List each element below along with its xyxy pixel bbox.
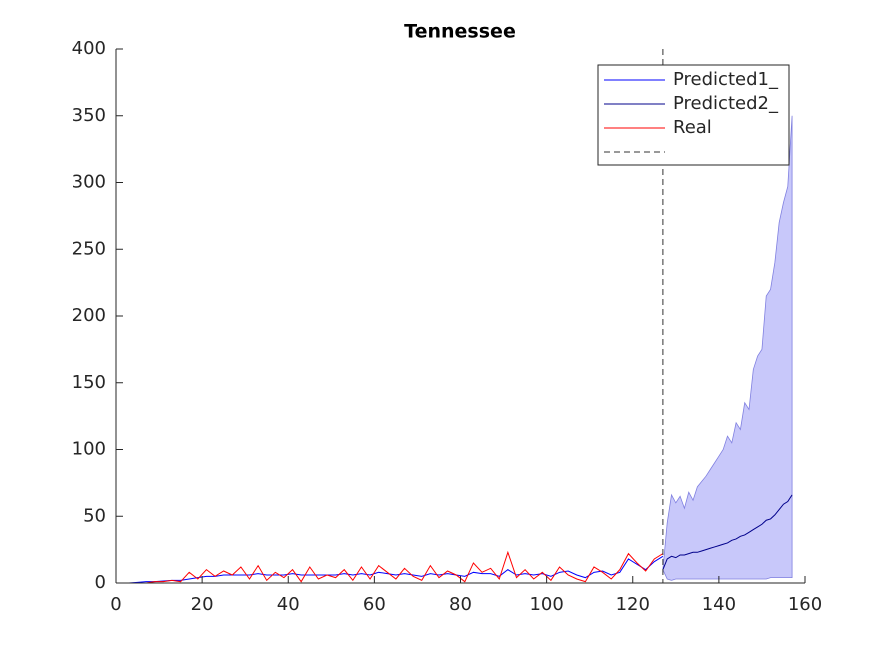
y-tick-label: 50 <box>83 505 106 526</box>
x-tick-label: 140 <box>702 594 736 615</box>
y-tick-label: 150 <box>72 372 106 393</box>
y-tick-label: 0 <box>95 572 106 593</box>
y-tick-label: 250 <box>72 238 106 259</box>
legend-box <box>597 64 790 166</box>
x-tick-label: 0 <box>110 594 121 615</box>
y-tick-label: 200 <box>72 305 106 326</box>
x-tick-label: 100 <box>529 594 563 615</box>
legend-label: Predicted2_ <box>673 93 779 114</box>
line <box>662 494 793 570</box>
line <box>120 555 664 584</box>
x-tick-label: 120 <box>616 594 650 615</box>
chart-title: Tennessee <box>404 21 516 43</box>
x-tick-label: 20 <box>191 594 214 615</box>
confidence-band <box>662 115 793 581</box>
y-tick-label: 300 <box>72 172 106 193</box>
legend-label: Real <box>673 117 712 138</box>
x-tick-label: 160 <box>788 594 822 615</box>
y-tick-label: 100 <box>72 439 106 460</box>
x-tick-label: 60 <box>363 594 386 615</box>
y-tick-label: 400 <box>72 38 106 59</box>
x-tick-label: 80 <box>449 594 472 615</box>
x-tick-label: 40 <box>277 594 300 615</box>
legend-label: Predicted1_ <box>673 69 779 90</box>
y-tick-label: 350 <box>72 105 106 126</box>
line <box>120 550 664 584</box>
